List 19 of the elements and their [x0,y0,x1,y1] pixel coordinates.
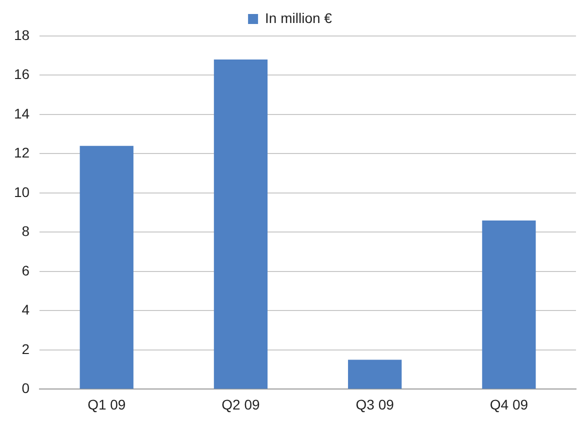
y-tick-label: 18 [14,26,30,43]
x-tick-label: Q3 09 [356,396,394,412]
x-tick-label: Q2 09 [222,396,260,412]
bar [348,360,402,389]
x-tick-label: Q4 09 [490,396,528,412]
y-tick-label: 14 [14,105,30,122]
bar [214,60,268,389]
y-tick-label: 10 [14,184,30,200]
y-tick-label: 0 [22,380,30,396]
bar [80,146,134,389]
y-tick-label: 16 [14,66,30,82]
y-tick-label: 8 [22,223,30,240]
y-tick-label: 2 [22,340,30,357]
y-tick-label: 4 [22,302,30,318]
x-tick-label: Q1 09 [88,396,126,412]
bar [482,220,536,389]
y-tick-label: 6 [22,262,30,278]
legend-label: In million € [265,10,332,26]
y-tick-label: 12 [14,144,30,161]
